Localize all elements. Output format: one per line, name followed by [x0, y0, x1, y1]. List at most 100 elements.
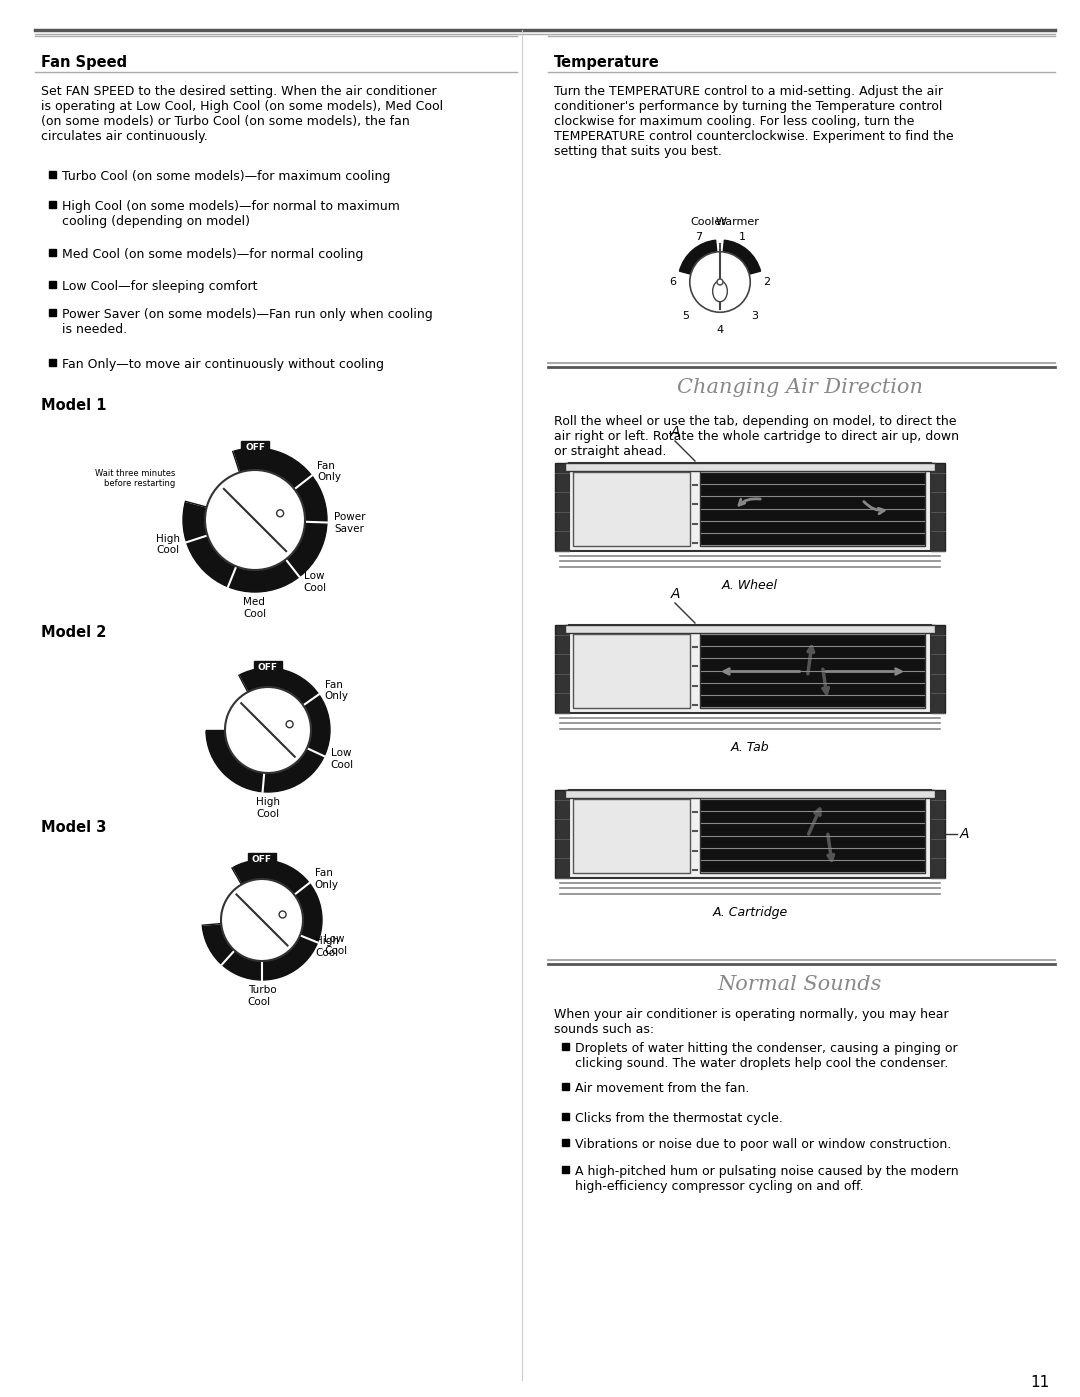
Text: 2: 2: [764, 277, 771, 286]
Text: Model 2: Model 2: [41, 624, 106, 640]
Bar: [931, 462, 945, 550]
Wedge shape: [679, 240, 720, 282]
Text: OFF: OFF: [258, 664, 278, 672]
Text: Set FAN SPEED to the desired setting. When the air conditioner
is operating at L: Set FAN SPEED to the desired setting. Wh…: [41, 85, 443, 142]
Text: When your air conditioner is operating normally, you may hear
sounds such as:: When your air conditioner is operating n…: [554, 1009, 948, 1037]
Bar: [565, 789, 935, 798]
Circle shape: [717, 279, 723, 285]
Text: Changing Air Direction: Changing Air Direction: [677, 379, 923, 397]
Text: Low
Cool: Low Cool: [330, 749, 353, 770]
Bar: [555, 462, 569, 550]
Bar: [49, 170, 56, 177]
Bar: [573, 472, 690, 546]
Bar: [562, 1083, 569, 1090]
Bar: [49, 201, 56, 208]
Wedge shape: [202, 861, 322, 981]
Bar: [49, 281, 56, 288]
Text: 3: 3: [751, 312, 758, 321]
Text: 6: 6: [670, 277, 676, 286]
Text: Droplets of water hitting the condenser, causing a pinging or
clicking sound. Th: Droplets of water hitting the condenser,…: [575, 1042, 958, 1070]
Text: Med Cool (on some models)—for normal cooling: Med Cool (on some models)—for normal coo…: [62, 249, 363, 261]
Bar: [562, 1044, 569, 1051]
Bar: [700, 799, 924, 873]
Bar: [241, 441, 269, 455]
Text: Low Cool—for sleeping comfort: Low Cool—for sleeping comfort: [62, 279, 257, 293]
Text: Model 1: Model 1: [41, 398, 107, 414]
Bar: [700, 472, 924, 546]
Circle shape: [225, 687, 311, 773]
Bar: [49, 249, 56, 256]
Text: Vibrations or noise due to poor wall or window construction.: Vibrations or noise due to poor wall or …: [575, 1139, 951, 1151]
Wedge shape: [183, 448, 327, 592]
Bar: [565, 462, 935, 471]
Circle shape: [276, 510, 284, 517]
Text: Fan Only—to move air continuously without cooling: Fan Only—to move air continuously withou…: [62, 358, 384, 372]
Text: High
Cool: High Cool: [315, 936, 339, 958]
Text: Normal Sounds: Normal Sounds: [718, 975, 882, 995]
Text: Power
Saver: Power Saver: [334, 511, 365, 534]
Text: Fan
Only: Fan Only: [324, 679, 349, 701]
Circle shape: [690, 251, 751, 313]
Bar: [573, 799, 690, 873]
Text: 1: 1: [739, 232, 745, 242]
Text: Turn the TEMPERATURE control to a mid-setting. Adjust the air
conditioner's perf: Turn the TEMPERATURE control to a mid-se…: [554, 85, 954, 158]
Text: Model 3: Model 3: [41, 820, 106, 835]
Circle shape: [205, 469, 305, 570]
Text: Fan
Only: Fan Only: [314, 868, 339, 890]
Wedge shape: [206, 668, 330, 792]
Text: 7: 7: [694, 232, 702, 242]
Bar: [569, 462, 931, 550]
Bar: [931, 789, 945, 877]
Wedge shape: [184, 450, 241, 509]
Bar: [562, 1113, 569, 1120]
Text: Cooler: Cooler: [690, 218, 726, 228]
Bar: [569, 789, 931, 877]
Text: Clicks from the thermostat cycle.: Clicks from the thermostat cycle.: [575, 1112, 783, 1125]
Circle shape: [221, 879, 303, 961]
Bar: [555, 789, 569, 877]
Circle shape: [279, 911, 286, 918]
Text: Warmer: Warmer: [716, 218, 759, 228]
Text: Power Saver (on some models)—Fan run only when cooling
is needed.: Power Saver (on some models)—Fan run onl…: [62, 307, 433, 337]
Text: 11: 11: [1030, 1375, 1050, 1390]
Text: High Cool (on some models)—for normal to maximum
cooling (depending on model): High Cool (on some models)—for normal to…: [62, 200, 400, 228]
Text: 4: 4: [716, 326, 724, 335]
Text: A: A: [960, 827, 970, 841]
Bar: [569, 624, 931, 712]
Wedge shape: [720, 240, 760, 282]
Text: A. Tab: A. Tab: [731, 740, 769, 754]
Bar: [248, 854, 276, 868]
Bar: [562, 1166, 569, 1173]
Wedge shape: [200, 866, 243, 925]
Bar: [700, 634, 924, 708]
Ellipse shape: [713, 281, 727, 302]
Text: A: A: [671, 587, 679, 601]
Text: Turbo
Cool: Turbo Cool: [247, 985, 276, 1007]
Text: Air movement from the fan.: Air movement from the fan.: [575, 1083, 750, 1095]
Text: A high-pitched hum or pulsating noise caused by the modern
high-efficiency compr: A high-pitched hum or pulsating noise ca…: [575, 1165, 959, 1193]
Bar: [573, 634, 690, 708]
Text: Turbo Cool (on some models)—for maximum cooling: Turbo Cool (on some models)—for maximum …: [62, 170, 390, 183]
Circle shape: [286, 721, 293, 728]
Text: Fan
Only: Fan Only: [318, 461, 341, 482]
Bar: [49, 309, 56, 316]
Text: A. Cartridge: A. Cartridge: [713, 907, 787, 919]
Text: Temperature: Temperature: [554, 54, 660, 70]
Text: High
Cool: High Cool: [156, 534, 180, 555]
Text: OFF: OFF: [252, 855, 272, 863]
Text: Wait three minutes
before restarting: Wait three minutes before restarting: [95, 468, 175, 488]
Text: Roll the wheel or use the tab, depending on model, to direct the
air right or le: Roll the wheel or use the tab, depending…: [554, 415, 959, 458]
Bar: [254, 661, 282, 675]
Text: Fan Speed: Fan Speed: [41, 54, 127, 70]
Text: A: A: [671, 425, 679, 439]
Text: Med
Cool: Med Cool: [243, 597, 267, 619]
Bar: [49, 359, 56, 366]
Bar: [555, 624, 569, 712]
Text: OFF: OFF: [245, 443, 265, 453]
Bar: [565, 624, 935, 633]
Wedge shape: [204, 673, 249, 731]
Bar: [562, 1139, 569, 1146]
Text: High
Cool: High Cool: [256, 798, 280, 819]
Bar: [931, 624, 945, 712]
Text: A. Wheel: A. Wheel: [723, 578, 778, 592]
